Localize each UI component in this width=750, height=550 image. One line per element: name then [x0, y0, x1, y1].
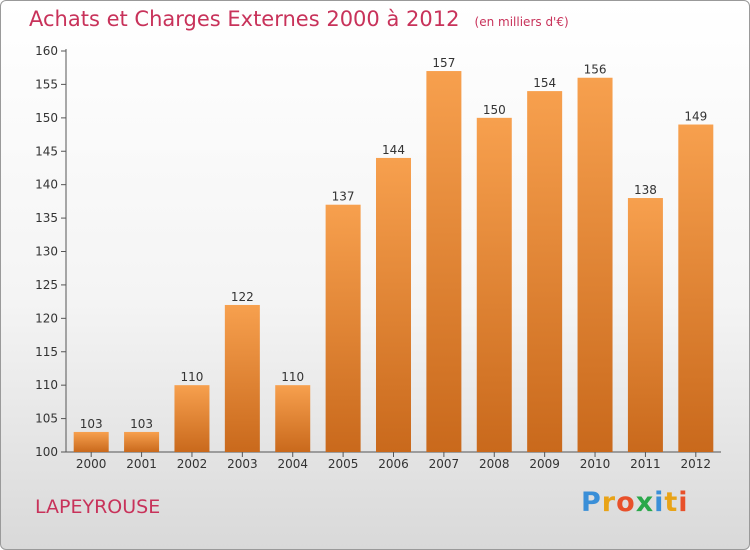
data-label: 138	[634, 183, 657, 197]
bar	[678, 124, 714, 453]
y-tick-label: 145	[35, 144, 58, 158]
y-tick-label: 155	[35, 77, 58, 91]
y-tick-label: 110	[35, 378, 58, 392]
y-tick-label: 150	[35, 111, 58, 125]
logo-letter: x	[635, 487, 655, 518]
data-label: 110	[181, 370, 204, 384]
x-tick-label: 2000	[76, 457, 107, 471]
x-tick-label: 2003	[227, 457, 258, 471]
x-tick-label: 2010	[580, 457, 611, 471]
bar	[476, 117, 512, 452]
data-label: 150	[483, 103, 506, 117]
x-tick-label: 2001	[126, 457, 157, 471]
bar	[124, 431, 160, 452]
y-tick-label: 135	[35, 211, 58, 225]
data-label: 137	[332, 190, 355, 204]
data-label: 122	[231, 290, 254, 304]
bar	[527, 91, 563, 452]
data-label: 144	[382, 143, 405, 157]
x-tick-label: 2009	[529, 457, 560, 471]
x-tick-label: 2005	[328, 457, 359, 471]
logo-letter: i	[654, 487, 665, 518]
proxiti-logo[interactable]: Proxiti	[581, 487, 689, 518]
title-unit: (en milliers d'€)	[474, 15, 569, 29]
y-tick-label: 125	[35, 278, 58, 292]
data-labels: 103 103 110 122 110 137 144 157 150 154 156 138 149	[80, 56, 708, 431]
x-axis: 2000 2001 2002 2003 2004 2005 2006 2007 2008 2009…	[66, 451, 721, 471]
logo-letter: o	[616, 487, 636, 518]
x-tick-label: 2004	[277, 457, 308, 471]
data-label: 110	[281, 370, 304, 384]
bar	[376, 157, 411, 452]
bars	[73, 71, 714, 453]
bar	[325, 204, 361, 452]
title-main: Achats et Charges Externes 2000 à 2012	[29, 7, 460, 31]
logo-letter: r	[601, 487, 617, 518]
logo-letter: i	[678, 487, 689, 518]
x-tick-label: 2008	[479, 457, 510, 471]
logo-letter: P	[581, 487, 602, 518]
y-tick-label: 130	[35, 245, 58, 259]
data-label: 156	[584, 63, 607, 77]
data-label: 103	[80, 417, 103, 431]
x-tick-label: 2011	[630, 457, 661, 471]
x-tick-label: 2007	[429, 457, 460, 471]
data-label: 103	[130, 417, 153, 431]
x-tick-label: 2012	[681, 457, 712, 471]
chart-title: Achats et Charges Externes 2000 à 2012 (…	[29, 7, 569, 31]
bar	[627, 198, 663, 452]
y-tick-label: 105	[35, 412, 58, 426]
bar	[275, 385, 311, 452]
bar	[224, 304, 260, 452]
y-tick-label: 120	[35, 311, 58, 325]
x-tick-label: 2002	[177, 457, 208, 471]
bar	[426, 71, 462, 453]
bar	[577, 77, 613, 452]
logo-letter: t	[664, 487, 679, 518]
bar	[73, 431, 109, 452]
y-tick-label: 160	[35, 44, 58, 58]
x-tick-label: 2006	[378, 457, 409, 471]
y-tick-label: 140	[35, 178, 58, 192]
data-label: 154	[533, 76, 556, 90]
data-label: 149	[684, 110, 707, 124]
y-tick-label: 115	[35, 345, 58, 359]
commune-name: LAPEYROUSE	[35, 496, 161, 518]
y-tick-label: 100	[35, 445, 58, 459]
y-axis: 100 105 110 115 120 125 130 135 140 145 150 155 160	[35, 44, 67, 459]
bar	[174, 385, 210, 452]
data-label: 157	[432, 56, 455, 70]
